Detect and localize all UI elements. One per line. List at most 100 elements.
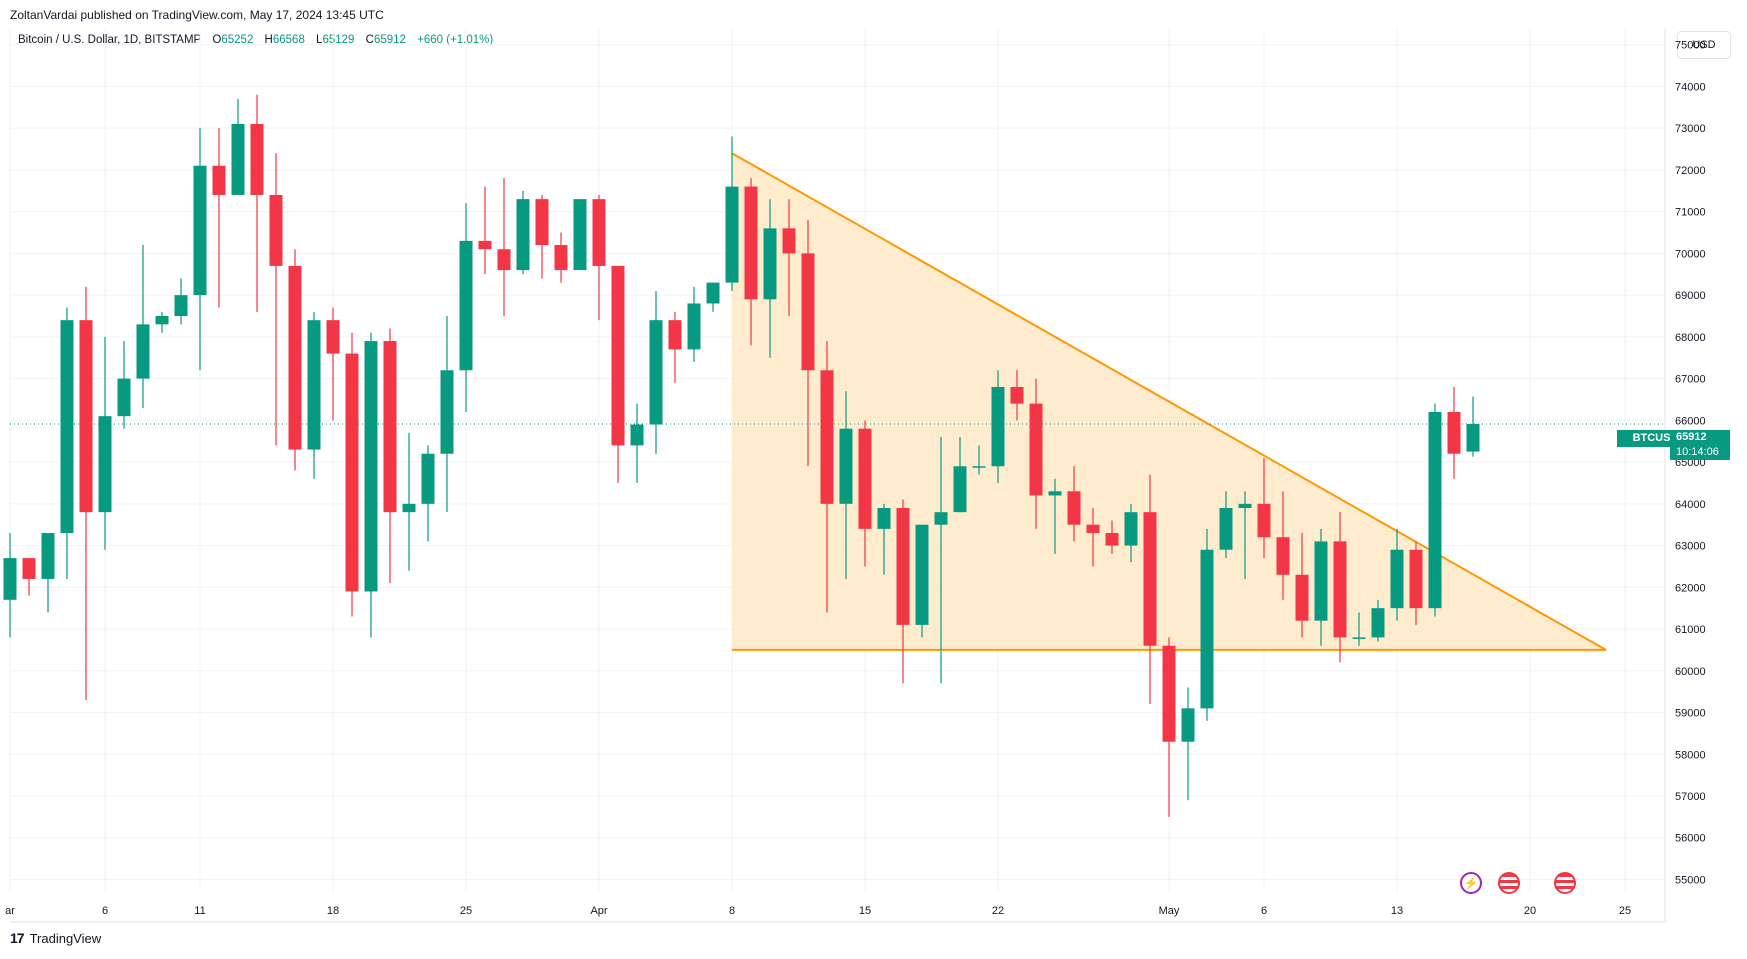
price-tick-label: 73000 xyxy=(1675,123,1706,135)
price-tick-label: 67000 xyxy=(1675,374,1706,386)
candle-up xyxy=(573,199,587,271)
candle-down xyxy=(269,194,283,266)
close-value: 65912 xyxy=(373,34,406,46)
candle-up xyxy=(1238,503,1252,508)
candle-up xyxy=(725,186,739,283)
last-price-tag: 65912 10:14:06 xyxy=(1670,430,1730,460)
candle-up xyxy=(459,240,473,371)
us-flag-event-icon[interactable] xyxy=(1554,872,1576,894)
candle-down xyxy=(1447,412,1461,454)
candle-down xyxy=(668,320,682,350)
candle-up xyxy=(364,341,378,592)
open-label: O xyxy=(212,34,222,46)
us-flag-event-icon[interactable] xyxy=(1498,872,1520,894)
candle-down xyxy=(1105,533,1119,546)
price-tick-label: 75000 xyxy=(1675,40,1706,52)
time-tick-label: ar xyxy=(5,905,15,917)
close-label: C xyxy=(365,34,374,46)
candle-down xyxy=(79,320,93,513)
price-tick-label: 66000 xyxy=(1675,415,1706,427)
candle-up xyxy=(934,512,948,525)
price-tick-label: 69000 xyxy=(1675,290,1706,302)
tradingview-logo-icon: 17 xyxy=(10,930,25,946)
candle-up xyxy=(972,466,986,468)
candle-up xyxy=(991,386,1005,467)
time-tick-label: 8 xyxy=(729,905,735,917)
candle-up xyxy=(1219,508,1233,550)
publish-info: ZoltanVardai published on TradingView.co… xyxy=(10,8,384,22)
candle-down xyxy=(1143,512,1157,646)
time-tick-label: 6 xyxy=(102,905,108,917)
candle-up xyxy=(440,370,454,454)
price-tick-label: 57000 xyxy=(1675,791,1706,803)
high-value: 66568 xyxy=(272,34,305,46)
candle-down xyxy=(611,265,625,446)
candle-down xyxy=(1086,524,1100,534)
candle-down xyxy=(1257,503,1271,538)
candle-up xyxy=(155,316,169,325)
lightning-event-icon[interactable]: ⚡ xyxy=(1460,872,1482,894)
symbol-legend: Bitcoin / U.S. Dollar, 1D, BITSTAMP O652… xyxy=(18,34,493,46)
low-value: 65129 xyxy=(322,34,355,46)
price-tick-label: 56000 xyxy=(1675,833,1706,845)
candle-up xyxy=(307,320,321,450)
candle-down xyxy=(22,558,36,579)
brand-label: TradingView xyxy=(29,930,102,946)
candle-up xyxy=(1124,512,1138,546)
symbol-title[interactable]: Bitcoin / U.S. Dollar, 1D, BITSTAMP xyxy=(18,34,202,46)
candle-down xyxy=(326,320,340,354)
price-tick-label: 59000 xyxy=(1675,708,1706,720)
low-label: L xyxy=(316,34,323,46)
candle-down xyxy=(1333,541,1347,638)
candle-down xyxy=(1276,537,1290,575)
price-tick-label: 68000 xyxy=(1675,332,1706,344)
candle-down xyxy=(1029,403,1043,496)
candle-down xyxy=(744,186,758,300)
candle-up xyxy=(1428,412,1442,609)
candle-up xyxy=(136,324,150,379)
candle-down xyxy=(288,265,302,450)
candle-up xyxy=(117,378,131,417)
candle-down xyxy=(535,199,549,246)
candle-down xyxy=(820,370,834,504)
price-tick-label: 64000 xyxy=(1675,499,1706,511)
price-tick-label: 61000 xyxy=(1675,624,1706,636)
time-tick-label: Apr xyxy=(590,905,607,917)
candle-up xyxy=(1352,637,1366,639)
currency-button[interactable]: USD xyxy=(1677,31,1731,59)
candle-down xyxy=(478,240,492,250)
candle-up xyxy=(763,228,777,300)
candle-down xyxy=(858,428,872,529)
tradingview-brand[interactable]: 17 TradingView xyxy=(10,930,101,946)
time-tick-label: 22 xyxy=(992,905,1004,917)
candle-up xyxy=(1200,549,1214,709)
candle-down xyxy=(782,228,796,254)
candle-down xyxy=(1295,574,1309,621)
candle-up xyxy=(1466,424,1480,452)
change-value: +660 (+1.01%) xyxy=(417,34,494,46)
candle-down xyxy=(250,124,264,195)
high-label: H xyxy=(264,34,273,46)
candle-up xyxy=(1390,549,1404,609)
candle-up xyxy=(1314,541,1328,621)
price-tick-label: 55000 xyxy=(1675,874,1706,886)
candle-up xyxy=(1181,708,1195,742)
last-price-value: 65912 xyxy=(1676,431,1707,443)
time-tick-label: 13 xyxy=(1391,905,1403,917)
candle-up xyxy=(839,428,853,504)
candle-up xyxy=(687,303,701,350)
time-tick-label: 25 xyxy=(460,905,472,917)
candle-up xyxy=(41,533,55,579)
time-tick-label: May xyxy=(1159,905,1180,917)
candle-down xyxy=(896,508,910,625)
candle-down xyxy=(345,353,359,592)
candle-down xyxy=(592,199,606,266)
candle-up xyxy=(193,165,207,296)
countdown-value: 10:14:06 xyxy=(1676,446,1719,458)
time-tick-label: 20 xyxy=(1524,905,1536,917)
candle-down xyxy=(1010,386,1024,404)
candle-down xyxy=(554,245,568,271)
candle-down xyxy=(801,253,815,371)
candle-up xyxy=(3,558,17,600)
